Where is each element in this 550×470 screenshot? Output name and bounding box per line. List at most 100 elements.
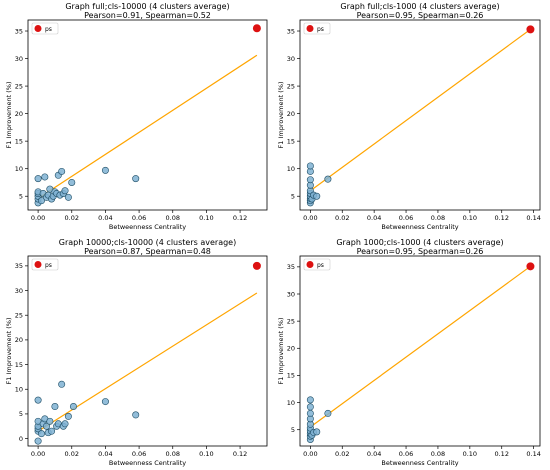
chart-subtitle: Pearson=0.95, Spearman=0.26 <box>357 11 484 20</box>
y-tick-label: 25 <box>287 317 295 325</box>
data-point <box>64 412 72 420</box>
x-tick-label: 0.00 <box>31 450 45 458</box>
x-tick-label: 0.12 <box>233 214 247 222</box>
x-tick-label: 0.14 <box>526 214 540 222</box>
y-tick-label: 30 <box>287 55 295 63</box>
y-tick-label: 35 <box>287 263 295 271</box>
x-tick-label: 0.00 <box>303 450 317 458</box>
chart-subtitle: Pearson=0.95, Spearman=0.26 <box>357 247 484 256</box>
x-axis-label: Betweenness Centrality <box>109 223 186 231</box>
x-tick-label: 0.02 <box>335 214 349 222</box>
trend-line <box>310 265 531 428</box>
data-point <box>61 187 69 195</box>
legend-marker <box>34 261 42 268</box>
plot-area <box>299 255 541 447</box>
y-tick-label: 35 <box>15 262 23 270</box>
data-point <box>51 403 59 411</box>
trend-line <box>310 28 531 192</box>
y-tick-label: 15 <box>287 372 295 380</box>
legend: ps <box>303 22 331 35</box>
x-tick-label: 0.10 <box>463 214 477 222</box>
legend-marker <box>306 25 314 32</box>
y-tick-label: 15 <box>15 361 23 369</box>
data-point <box>46 417 54 425</box>
y-tick-label: 5 <box>19 193 23 201</box>
data-point <box>37 197 45 205</box>
legend-marker <box>306 261 314 268</box>
x-tick-label: 0.02 <box>65 450 79 458</box>
data-point <box>61 420 69 428</box>
y-tick-label: 15 <box>287 137 295 145</box>
y-tick-label: 30 <box>287 290 295 298</box>
y-tick-label: 25 <box>287 82 295 90</box>
data-point <box>306 396 314 404</box>
y-tick-label: 20 <box>287 345 295 353</box>
data-point <box>306 403 314 411</box>
data-point <box>132 175 140 183</box>
x-tick-label: 0.08 <box>431 450 445 458</box>
chart-title: Graph full;cls-1000 (4 clusters average) <box>340 2 499 11</box>
data-point <box>37 430 45 438</box>
data-point <box>34 396 42 404</box>
data-point <box>69 403 77 411</box>
chart-panel-4: Graph 1000;cls-1000 (4 clusters average)… <box>277 238 541 467</box>
plot-area <box>299 19 541 211</box>
data-point <box>306 176 314 184</box>
data-point <box>43 422 51 430</box>
y-tick-label: 20 <box>15 336 23 344</box>
data-point <box>313 428 321 436</box>
x-tick-label: 0.12 <box>494 450 508 458</box>
y-axis-label: F1 Improvement (%) <box>277 318 285 385</box>
x-tick-label: 0.12 <box>494 214 508 222</box>
data-point <box>68 178 76 186</box>
highlight-point-ps <box>252 24 261 33</box>
data-point <box>132 411 140 419</box>
x-tick-label: 0.04 <box>98 450 112 458</box>
y-tick-label: 25 <box>15 312 23 320</box>
data-point <box>64 193 72 201</box>
plot-area <box>27 19 268 211</box>
chart-panel-3: Graph 10000;cls-10000 (4 clusters averag… <box>5 238 268 467</box>
x-tick-label: 0.04 <box>98 214 112 222</box>
y-axis-label: F1 Improvement (%) <box>5 82 13 149</box>
y-axis-label: F1 Improvement (%) <box>277 82 285 149</box>
chart-subtitle: Pearson=0.91, Spearman=0.52 <box>84 11 211 20</box>
chart-title: Graph 1000;cls-1000 (4 clusters average) <box>336 238 503 247</box>
trend-line <box>37 54 258 199</box>
y-tick-label: 35 <box>15 27 23 35</box>
x-tick-label: 0.12 <box>233 450 247 458</box>
data-point <box>48 427 56 435</box>
legend-label: ps <box>317 26 324 33</box>
highlight-point-ps <box>526 262 535 271</box>
x-tick-label: 0.06 <box>132 214 146 222</box>
x-tick-label: 0.02 <box>335 450 349 458</box>
y-tick-label: 5 <box>19 410 23 418</box>
y-tick-label: 10 <box>15 386 23 394</box>
y-tick-label: 30 <box>15 55 23 63</box>
x-tick-label: 0.08 <box>431 214 445 222</box>
x-tick-label: 0.04 <box>367 214 381 222</box>
y-tick-label: 30 <box>15 287 23 295</box>
y-tick-label: 10 <box>287 399 295 407</box>
chart-panel-1: Graph full;cls-10000 (4 clusters average… <box>5 2 268 231</box>
x-tick-label: 0.00 <box>31 214 45 222</box>
x-tick-label: 0.02 <box>65 214 79 222</box>
x-tick-label: 0.14 <box>526 450 540 458</box>
y-axis-label: F1 Improvement (%) <box>5 318 13 385</box>
data-point <box>324 175 332 183</box>
data-point <box>313 192 321 200</box>
data-point <box>41 173 49 181</box>
trend-line <box>37 292 258 432</box>
legend-label: ps <box>45 262 52 269</box>
x-tick-label: 0.00 <box>303 214 317 222</box>
data-point <box>34 175 42 183</box>
legend: ps <box>31 22 59 35</box>
x-tick-label: 0.10 <box>463 450 477 458</box>
y-tick-label: 5 <box>291 426 295 434</box>
data-point <box>101 398 109 406</box>
data-point <box>58 167 66 175</box>
x-tick-label: 0.08 <box>166 214 180 222</box>
data-point <box>306 409 314 417</box>
data-point <box>324 409 332 417</box>
